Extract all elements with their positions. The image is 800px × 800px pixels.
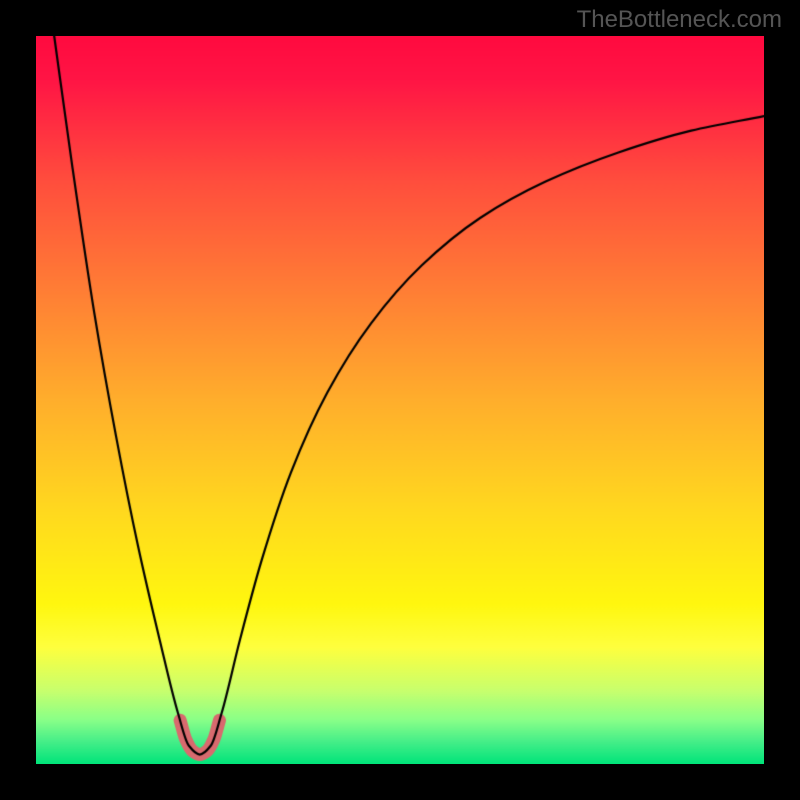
watermark-text: TheBottleneck.com (577, 6, 782, 34)
bottleneck-chart (36, 36, 764, 764)
